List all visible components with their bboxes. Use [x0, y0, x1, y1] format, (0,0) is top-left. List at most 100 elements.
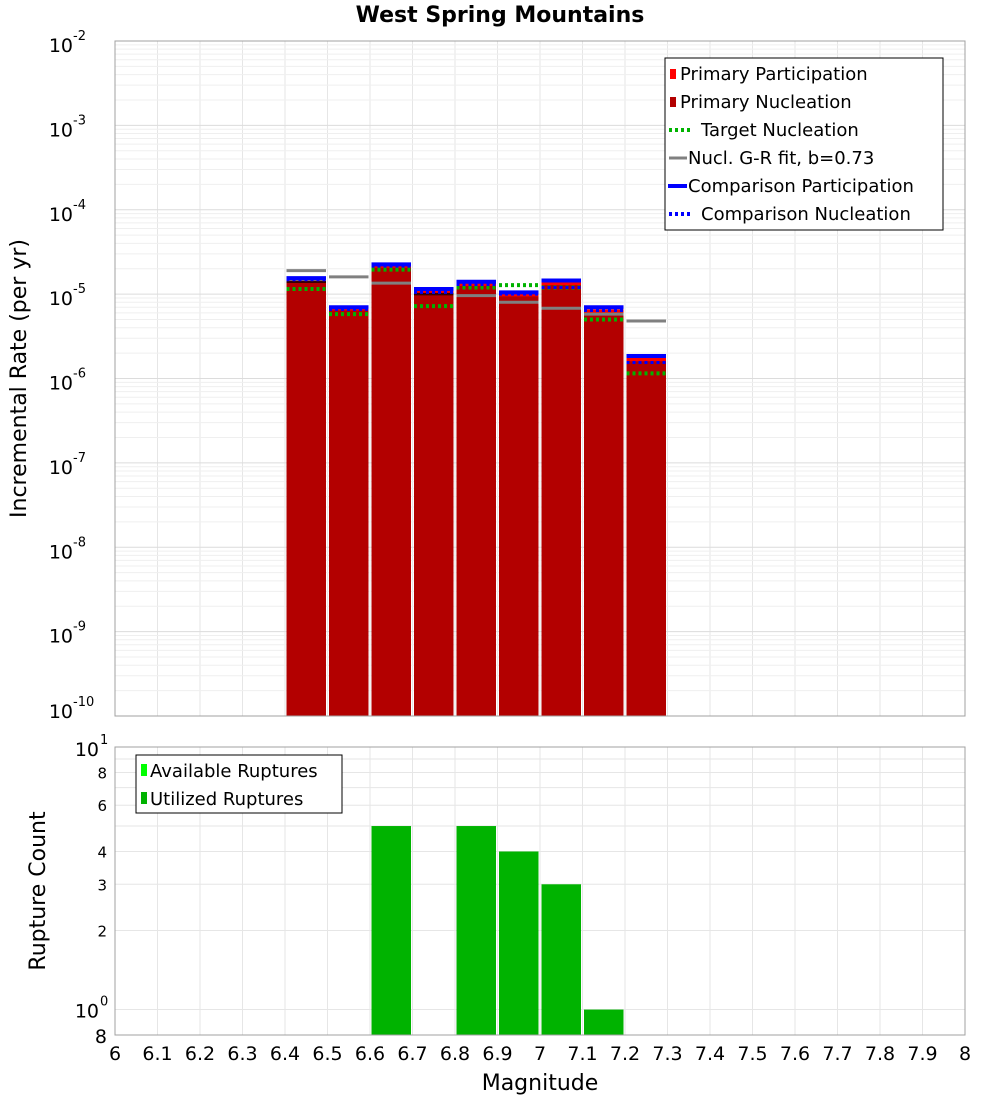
- rate-panel: 10-210-310-410-510-610-710-810-910-10 In…: [7, 29, 966, 723]
- rate-y-tick-exponent: -4: [73, 198, 86, 213]
- rate-y-tick-exponent: -9: [73, 620, 86, 635]
- count-y-tick-exponent: 1: [100, 733, 108, 748]
- rate-y-tick-base: 10: [49, 204, 73, 226]
- count-legend-item: Available Ruptures: [141, 761, 318, 782]
- rate-bars: [286, 265, 666, 716]
- magnitude-x-tick: 6.2: [185, 1043, 215, 1065]
- rate-y-tick-exponent: -5: [73, 282, 86, 297]
- rate-y-tick-base: 10: [49, 541, 73, 563]
- magnitude-x-tick: 6.6: [355, 1043, 385, 1065]
- utilized-ruptures-bar: [541, 884, 581, 1035]
- magnitude-x-tick: 7.7: [822, 1043, 852, 1065]
- count-y-tick-label: 8: [97, 764, 107, 782]
- count-y-tick: 8: [97, 764, 107, 782]
- rate-legend-label: Nucl. G-R fit, b=0.73: [688, 148, 874, 169]
- primary-nucleation-bar: [499, 296, 539, 716]
- rate-legend-item: Primary Participation: [670, 64, 868, 85]
- count-bars: [371, 826, 624, 1035]
- magnitude-x-tick: 6.8: [440, 1043, 470, 1065]
- magnitude-x-tick: 7.4: [695, 1043, 725, 1065]
- rate-legend-item: Comparison Nucleation: [669, 204, 911, 225]
- magnitude-x-tick: 7.9: [907, 1043, 937, 1065]
- count-y-tick-label: 8: [95, 1026, 107, 1048]
- rate-y-tick-base: 10: [49, 626, 73, 648]
- rate-y-tick-base: 10: [49, 288, 73, 310]
- rate-y-axis-label: Incremental Rate (per yr): [7, 239, 32, 518]
- primary-nucleation-bar: [371, 267, 411, 716]
- rate-y-tick: 10 -7: [49, 451, 86, 479]
- primary-nucleation-bar: [329, 310, 369, 716]
- count-plot-frame: [114, 746, 966, 1036]
- count-y-tick: 2: [97, 923, 107, 941]
- count-y-tick: 10 0: [75, 995, 108, 1023]
- count-y-tick-label: 10: [75, 1001, 99, 1023]
- utilized-ruptures-bar: [456, 826, 496, 1035]
- count-y-tick: 3: [97, 876, 107, 894]
- rate-y-tick-exponent: -6: [73, 367, 86, 382]
- magnitude-x-axis-label: Magnitude: [482, 1071, 599, 1096]
- rate-y-tick: 10 -8: [49, 535, 86, 563]
- count-y-tick-label: 6: [97, 797, 107, 815]
- primary-nucleation-bar: [541, 285, 581, 716]
- count-y-tick: 10 1: [75, 733, 108, 761]
- legend-swatch: [141, 792, 147, 804]
- rate-plot-frame: [114, 40, 966, 717]
- count-y-tick-label: 2: [97, 923, 107, 941]
- rate-y-tick-base: 10: [49, 119, 73, 141]
- count-y-tick-exponent: 0: [100, 995, 108, 1010]
- rate-y-ticks: 10-210-310-410-510-610-710-810-910-10: [49, 29, 94, 723]
- rate-legend-box: [664, 57, 944, 231]
- magnitude-x-tick: 7.6: [780, 1043, 810, 1065]
- rate-y-tick: 10 -10: [49, 695, 94, 723]
- count-y-tick: 8: [95, 1026, 107, 1048]
- count-legend-item: Utilized Ruptures: [141, 789, 303, 810]
- primary-nucleation-bar: [626, 361, 666, 716]
- rate-y-tick-base: 10: [49, 457, 73, 479]
- legend-swatch: [670, 69, 676, 79]
- rate-y-tick-exponent: -3: [73, 113, 86, 128]
- rate-y-tick-base: 10: [49, 373, 73, 395]
- rate-legend-label: Primary Participation: [680, 64, 868, 85]
- primary-nucleation-bar: [414, 294, 454, 716]
- count-legend-box: [135, 754, 343, 814]
- magnitude-x-tick: 6.3: [227, 1043, 257, 1065]
- magnitude-x-tick: 6.4: [270, 1043, 300, 1065]
- rate-legend-label: Comparison Participation: [688, 176, 914, 197]
- rate-y-tick-exponent: -10: [73, 695, 94, 710]
- count-y-axis-label: Rupture Count: [26, 811, 51, 971]
- chart-title: West Spring Mountains: [356, 3, 645, 28]
- rate-legend-label: Target Nucleation: [700, 120, 859, 141]
- rate-y-tick: 10 -3: [49, 113, 86, 141]
- rate-y-tick-base: 10: [49, 35, 73, 57]
- magnitude-x-tick: 6.7: [397, 1043, 427, 1065]
- count-y-tick-label: 3: [97, 876, 107, 894]
- count-legend: Available Ruptures Utilized Ruptures: [135, 754, 343, 814]
- rate-legend: Primary Participation Primary Nucleation T…: [664, 57, 944, 231]
- rate-lines: [286, 262, 666, 376]
- magnitude-x-tick: 7.2: [610, 1043, 640, 1065]
- rate-legend-item: Nucl. G-R fit, b=0.73: [669, 148, 874, 169]
- utilized-ruptures-bar: [499, 851, 539, 1035]
- magnitude-x-tick: 6.9: [482, 1043, 512, 1065]
- count-legend-label: Available Ruptures: [150, 761, 318, 782]
- rate-y-tick-exponent: -2: [73, 29, 86, 44]
- magnitude-x-tick: 7: [534, 1043, 546, 1065]
- magnitude-x-tick: 7.3: [652, 1043, 682, 1065]
- rate-legend-item: Target Nucleation: [669, 120, 859, 141]
- rate-y-tick: 10 -5: [49, 282, 86, 310]
- count-y-tick-label: 4: [97, 843, 107, 861]
- rate-grid: [114, 41, 966, 717]
- rate-y-tick-base: 10: [49, 701, 73, 723]
- rate-legend-item: Comparison Participation: [668, 176, 914, 197]
- magnitude-x-tick: 8: [959, 1043, 971, 1065]
- count-legend-label: Utilized Ruptures: [150, 789, 303, 810]
- rate-y-tick: 10 -6: [49, 367, 86, 395]
- magnitude-x-tick: 7.1: [567, 1043, 597, 1065]
- magnitude-x-tick: 6.1: [142, 1043, 172, 1065]
- primary-nucleation-bar: [456, 285, 496, 716]
- magnitude-x-tick: 7.5: [737, 1043, 767, 1065]
- rate-legend-item: Primary Nucleation: [670, 92, 852, 113]
- legend-swatch: [141, 764, 147, 776]
